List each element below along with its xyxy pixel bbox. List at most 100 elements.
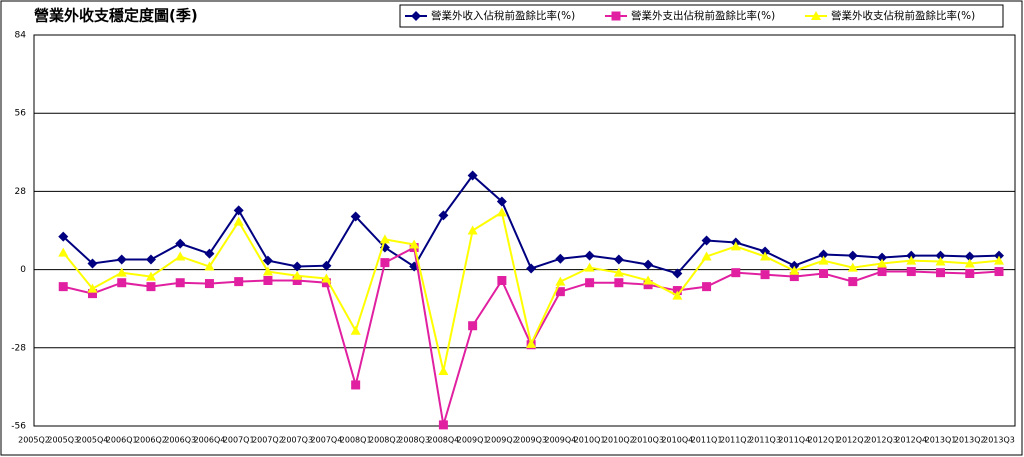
diamond-marker — [58, 231, 69, 242]
chart-title: 營業外收支穩定度圖(季) — [34, 7, 198, 25]
diamond-marker — [145, 254, 156, 265]
x-tick-label: 2010Q4 — [661, 436, 693, 445]
diamond-marker — [321, 260, 332, 271]
square-marker — [994, 267, 1004, 277]
x-tick-label: 2008Q2 — [369, 436, 401, 445]
triangle-marker — [789, 265, 800, 275]
square-marker — [672, 286, 682, 296]
triangle-marker — [613, 267, 624, 277]
triangle-marker — [204, 261, 215, 271]
triangle-marker — [906, 255, 917, 265]
diamond-marker — [877, 252, 888, 263]
x-tick-label: 2008Q1 — [340, 436, 372, 445]
x-tick-label: 2012Q2 — [837, 436, 869, 445]
square-marker — [438, 420, 448, 430]
x-tick-label: 2008Q4 — [428, 436, 460, 445]
x-tick-label: 2012Q4 — [895, 436, 927, 445]
x-tick-label: 2007Q1 — [223, 436, 255, 445]
triangle-marker — [964, 258, 975, 268]
square-marker — [234, 277, 244, 287]
square-marker — [497, 275, 507, 285]
x-tick-label: 2006Q3 — [164, 436, 196, 445]
triangle-marker — [555, 276, 566, 286]
diamond-marker — [555, 253, 566, 264]
x-tick-label: 2013Q2 — [954, 436, 986, 445]
diamond-marker — [613, 254, 624, 265]
y-tick-label: -28 — [11, 343, 26, 353]
square-marker — [351, 380, 361, 390]
triangle-marker — [643, 275, 654, 285]
x-tick-label: 2011Q4 — [778, 436, 810, 445]
square-marker — [731, 268, 741, 278]
triangle-marker — [321, 273, 332, 283]
square-marker — [263, 275, 273, 285]
diamond-marker — [175, 238, 186, 249]
square-marker — [380, 258, 390, 268]
y-tick-label: 84 — [15, 31, 27, 41]
square-marker — [848, 277, 858, 287]
x-tick-label: 2009Q1 — [457, 436, 489, 445]
x-tick-label: 2011Q2 — [720, 436, 752, 445]
x-tick-label: 2013Q1 — [925, 436, 957, 445]
square-marker — [555, 287, 565, 297]
y-tick-label: 0 — [20, 265, 26, 275]
square-marker — [292, 275, 302, 285]
square-marker — [906, 267, 916, 277]
y-tick-label: 28 — [15, 187, 27, 197]
diamond-marker — [935, 250, 946, 261]
x-tick-label: 2007Q2 — [252, 436, 284, 445]
y-tick-label: -56 — [11, 422, 26, 432]
triangle-marker — [994, 255, 1004, 265]
triangle-marker — [526, 338, 537, 348]
x-tick-label: 2008Q3 — [398, 436, 430, 445]
diamond-marker — [818, 249, 829, 260]
diamond-marker — [292, 261, 303, 272]
triangle-marker — [935, 256, 946, 266]
square-marker — [58, 282, 68, 292]
triangle-marker — [379, 234, 390, 244]
x-tick-label: 2010Q2 — [603, 436, 635, 445]
square-marker — [936, 268, 946, 278]
triangle-marker — [811, 11, 821, 20]
x-tick-label: 2007Q3 — [281, 436, 313, 445]
square-marker — [146, 282, 156, 292]
diamond-marker — [672, 268, 683, 279]
diamond-marker — [350, 211, 361, 222]
x-tick-label: 2006Q2 — [135, 436, 167, 445]
square-marker — [175, 278, 185, 288]
square-marker — [643, 280, 653, 290]
x-tick-label: 2005Q2 — [18, 436, 50, 445]
square-marker — [611, 11, 621, 21]
y-tick-label: 56 — [15, 109, 27, 119]
x-tick-label: 2013Q3 — [983, 436, 1015, 445]
triangle-marker — [175, 251, 186, 261]
triangle-marker — [233, 216, 244, 226]
diamond-marker — [87, 258, 98, 269]
x-tick-label: 2009Q4 — [544, 436, 576, 445]
square-marker — [204, 279, 214, 289]
triangle-marker — [409, 239, 420, 249]
x-tick-label: 2011Q3 — [749, 436, 781, 445]
square-marker — [789, 272, 799, 282]
x-tick-label: 2005Q3 — [47, 436, 79, 445]
square-marker — [614, 278, 624, 288]
diamond-marker — [233, 205, 244, 216]
square-marker — [117, 278, 127, 288]
square-marker — [468, 321, 478, 331]
triangle-marker — [672, 290, 683, 300]
diamond-marker — [964, 251, 975, 262]
square-marker — [702, 282, 712, 292]
legend-label: 營業外收入佔稅前盈餘比率(%) — [431, 9, 575, 22]
legend-label: 營業外收支佔稅前盈餘比率(%) — [831, 9, 975, 22]
square-marker — [321, 278, 331, 288]
diamond-marker — [438, 210, 449, 221]
x-tick-label: 2005Q4 — [77, 436, 109, 445]
triangle-marker — [116, 267, 127, 277]
triangle-marker — [847, 262, 858, 272]
triangle-marker — [730, 241, 741, 251]
diamond-marker — [496, 196, 507, 207]
x-tick-label: 2009Q2 — [486, 436, 518, 445]
diamond-marker — [204, 248, 215, 259]
diamond-marker — [760, 246, 771, 257]
